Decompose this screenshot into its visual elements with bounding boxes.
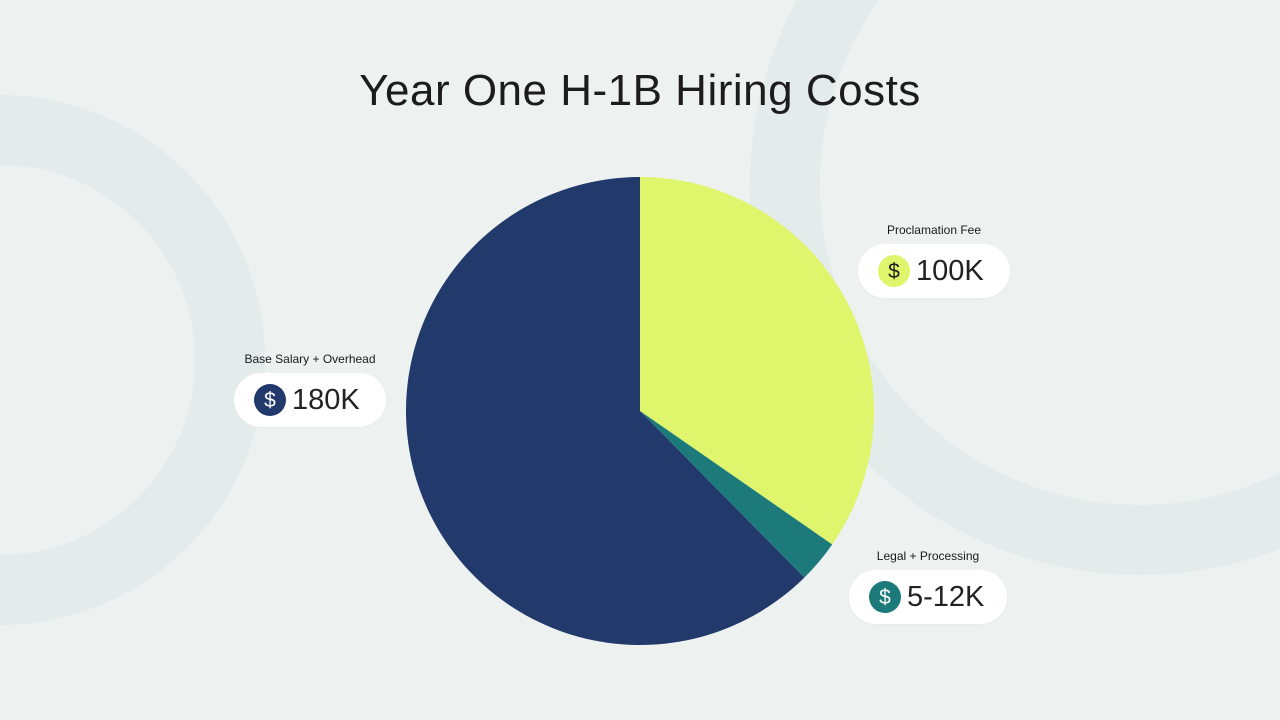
callout-legal-processing-pill: $ 5-12K <box>849 570 1007 624</box>
callout-base-salary-pill: $ 180K <box>234 373 386 427</box>
dollar-coin-icon: $ <box>869 581 901 613</box>
dollar-coin-icon: $ <box>254 384 286 416</box>
callout-legal-processing: Legal + Processing $ 5-12K <box>849 549 1007 624</box>
callout-proclamation-fee: Proclamation Fee $ 100K <box>858 223 1010 298</box>
chart-title: Year One H-1B Hiring Costs <box>359 66 921 115</box>
callout-legal-processing-value: 5-12K <box>907 580 985 613</box>
background-ring-left <box>0 95 265 625</box>
background-ring-right <box>750 0 1280 575</box>
dollar-coin-icon: $ <box>878 255 910 287</box>
pie-slice-base-salary-overhead <box>406 177 805 646</box>
callout-legal-processing-label: Legal + Processing <box>876 549 980 563</box>
pie-slice-proclamation-fee <box>640 177 875 545</box>
callout-base-salary-label: Base Salary + Overhead <box>244 352 376 366</box>
callout-proclamation-fee-pill: $ 100K <box>858 244 1010 298</box>
callout-proclamation-fee-label: Proclamation Fee <box>886 223 982 237</box>
pie-slice-legal-processing <box>640 411 833 578</box>
callout-proclamation-fee-value: 100K <box>916 254 984 287</box>
callout-base-salary: Base Salary + Overhead $ 180K <box>234 352 386 427</box>
callout-base-salary-value: 180K <box>292 383 360 416</box>
